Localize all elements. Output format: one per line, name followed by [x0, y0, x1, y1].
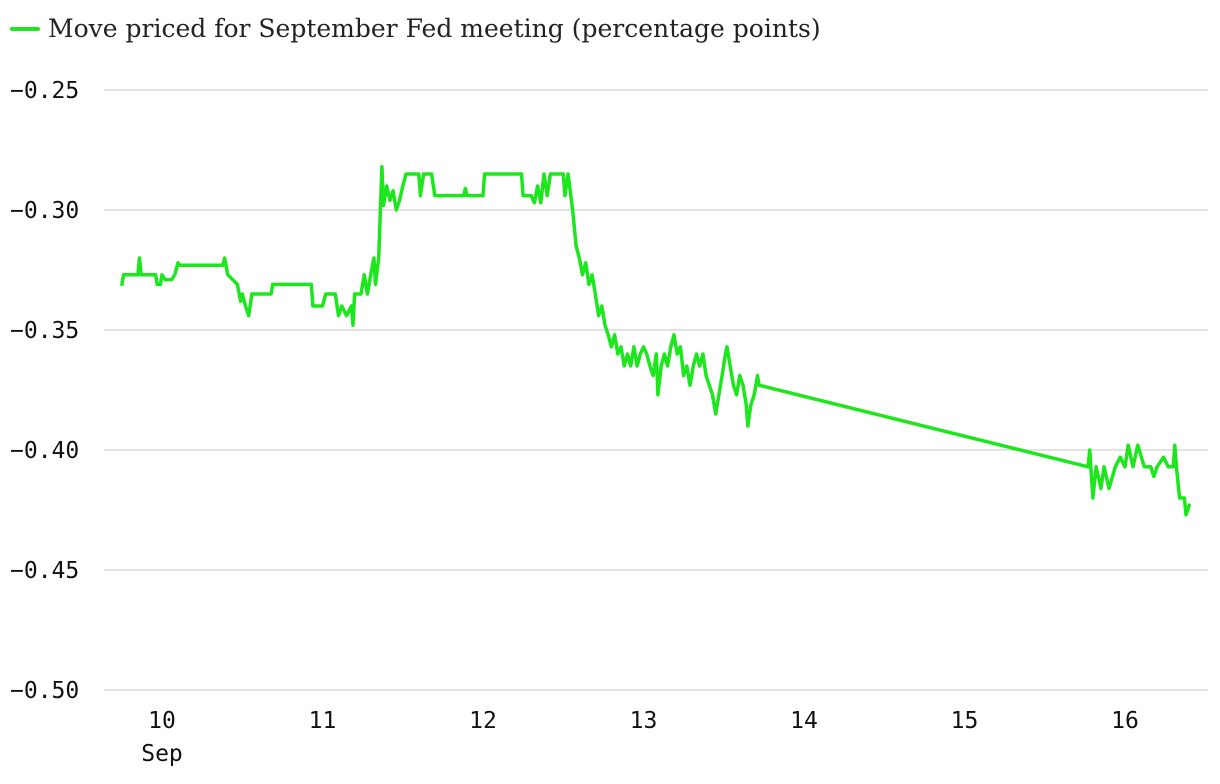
- x-tick-label: 15: [951, 708, 979, 734]
- y-tick-label: −0.30: [10, 198, 79, 224]
- x-axis: 10 Sep 11 12 13 14 15 16: [141, 708, 1139, 767]
- y-tick-label: −0.50: [10, 678, 79, 704]
- grid: [104, 89, 1208, 691]
- x-tick-label: 12: [469, 708, 497, 734]
- y-tick-label: −0.45: [10, 558, 79, 584]
- x-tick-label: 13: [630, 708, 658, 734]
- y-axis: −0.25 −0.30 −0.35 −0.40 −0.45 −0.50: [10, 78, 79, 704]
- x-tick-label: 16: [1111, 708, 1139, 734]
- x-tick-label: 11: [309, 708, 337, 734]
- x-tick-sublabel: Sep: [141, 741, 183, 767]
- legend: Move priced for September Fed meeting (p…: [10, 14, 821, 43]
- series-layer: [120, 165, 1191, 517]
- y-tick-label: −0.40: [10, 438, 79, 464]
- legend-label: Move priced for September Fed meeting (p…: [48, 14, 821, 43]
- y-tick-label: −0.25: [10, 78, 79, 104]
- series-line-0: [120, 165, 1191, 517]
- y-tick-label: −0.35: [10, 318, 79, 344]
- x-tick-label: 14: [790, 708, 818, 734]
- legend-swatch: [10, 26, 40, 31]
- x-tick-label: 10: [148, 708, 176, 734]
